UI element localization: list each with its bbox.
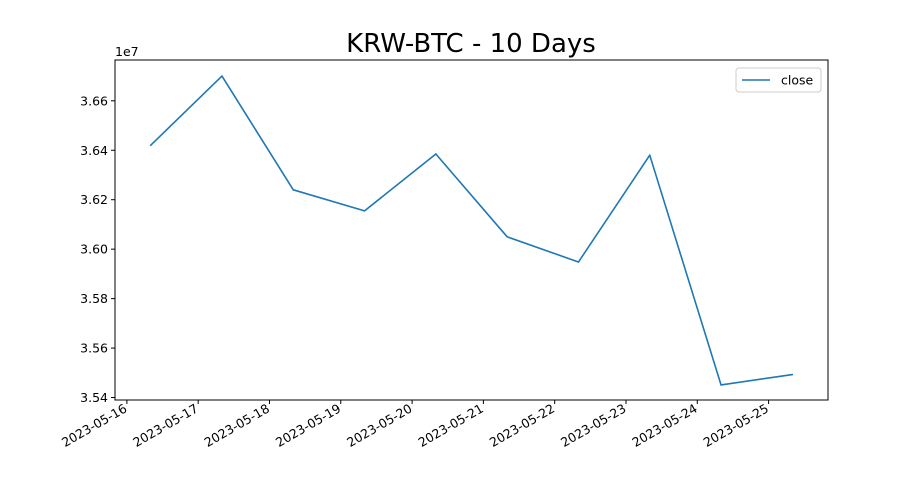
legend-label: close bbox=[781, 73, 814, 88]
y-tick-label: 3.58 bbox=[80, 291, 108, 306]
data-point bbox=[221, 75, 223, 77]
x-tick-label: 2023-05-22 bbox=[487, 401, 557, 450]
series-line-close bbox=[150, 75, 793, 386]
data-point bbox=[149, 144, 152, 147]
data-point bbox=[791, 373, 794, 376]
x-tick-label: 2023-05-17 bbox=[130, 401, 200, 450]
y-tick-label: 3.54 bbox=[80, 390, 108, 405]
x-tick-label: 2023-05-24 bbox=[629, 401, 699, 450]
plot-frame bbox=[114, 59, 829, 401]
y-tick-label: 3.66 bbox=[80, 93, 108, 108]
data-point bbox=[363, 210, 366, 212]
legend-box bbox=[735, 67, 822, 93]
data-point bbox=[720, 384, 722, 386]
y-tick-label: 3.62 bbox=[80, 192, 108, 207]
x-tick-label: 2023-05-25 bbox=[701, 401, 771, 450]
data-point bbox=[577, 261, 580, 263]
data-point bbox=[292, 189, 295, 191]
chart-title: KRW-BTC - 10 Days bbox=[346, 29, 596, 59]
x-tick-label: 2023-05-20 bbox=[344, 401, 414, 450]
data-point bbox=[506, 236, 508, 238]
y-tick-label: 3.64 bbox=[80, 143, 108, 158]
x-tick-label: 2023-05-21 bbox=[415, 401, 485, 450]
y-tick-label: 3.56 bbox=[80, 341, 108, 356]
data-point bbox=[648, 154, 651, 156]
y-offset-label: 1e7 bbox=[115, 44, 139, 59]
data-point bbox=[435, 153, 437, 155]
x-tick-label: 2023-05-18 bbox=[202, 401, 272, 450]
x-tick-label: 2023-05-16 bbox=[59, 401, 129, 450]
y-tick-label: 3.60 bbox=[80, 242, 108, 257]
x-tick-label: 2023-05-19 bbox=[273, 401, 343, 450]
legend: close bbox=[735, 67, 822, 93]
x-tick-label: 2023-05-23 bbox=[558, 401, 628, 450]
